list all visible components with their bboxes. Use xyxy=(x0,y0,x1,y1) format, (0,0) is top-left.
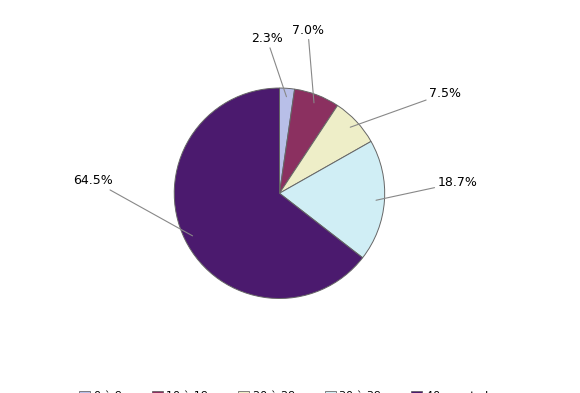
Text: 7.0%: 7.0% xyxy=(292,24,324,103)
Text: 64.5%: 64.5% xyxy=(74,174,193,236)
Text: 18.7%: 18.7% xyxy=(376,176,477,200)
Legend: 0 à 9 ans, 10 à 19 ans, 20 à 29 ans, 30 à 39 ans, 40ans et plus: 0 à 9 ans, 10 à 19 ans, 20 à 29 ans, 30 … xyxy=(75,386,505,393)
Text: 7.5%: 7.5% xyxy=(350,87,461,127)
Text: 2.3%: 2.3% xyxy=(251,32,287,97)
Wedge shape xyxy=(280,88,295,193)
Wedge shape xyxy=(174,88,362,299)
Wedge shape xyxy=(280,105,371,193)
Wedge shape xyxy=(280,141,385,258)
Wedge shape xyxy=(280,89,338,193)
